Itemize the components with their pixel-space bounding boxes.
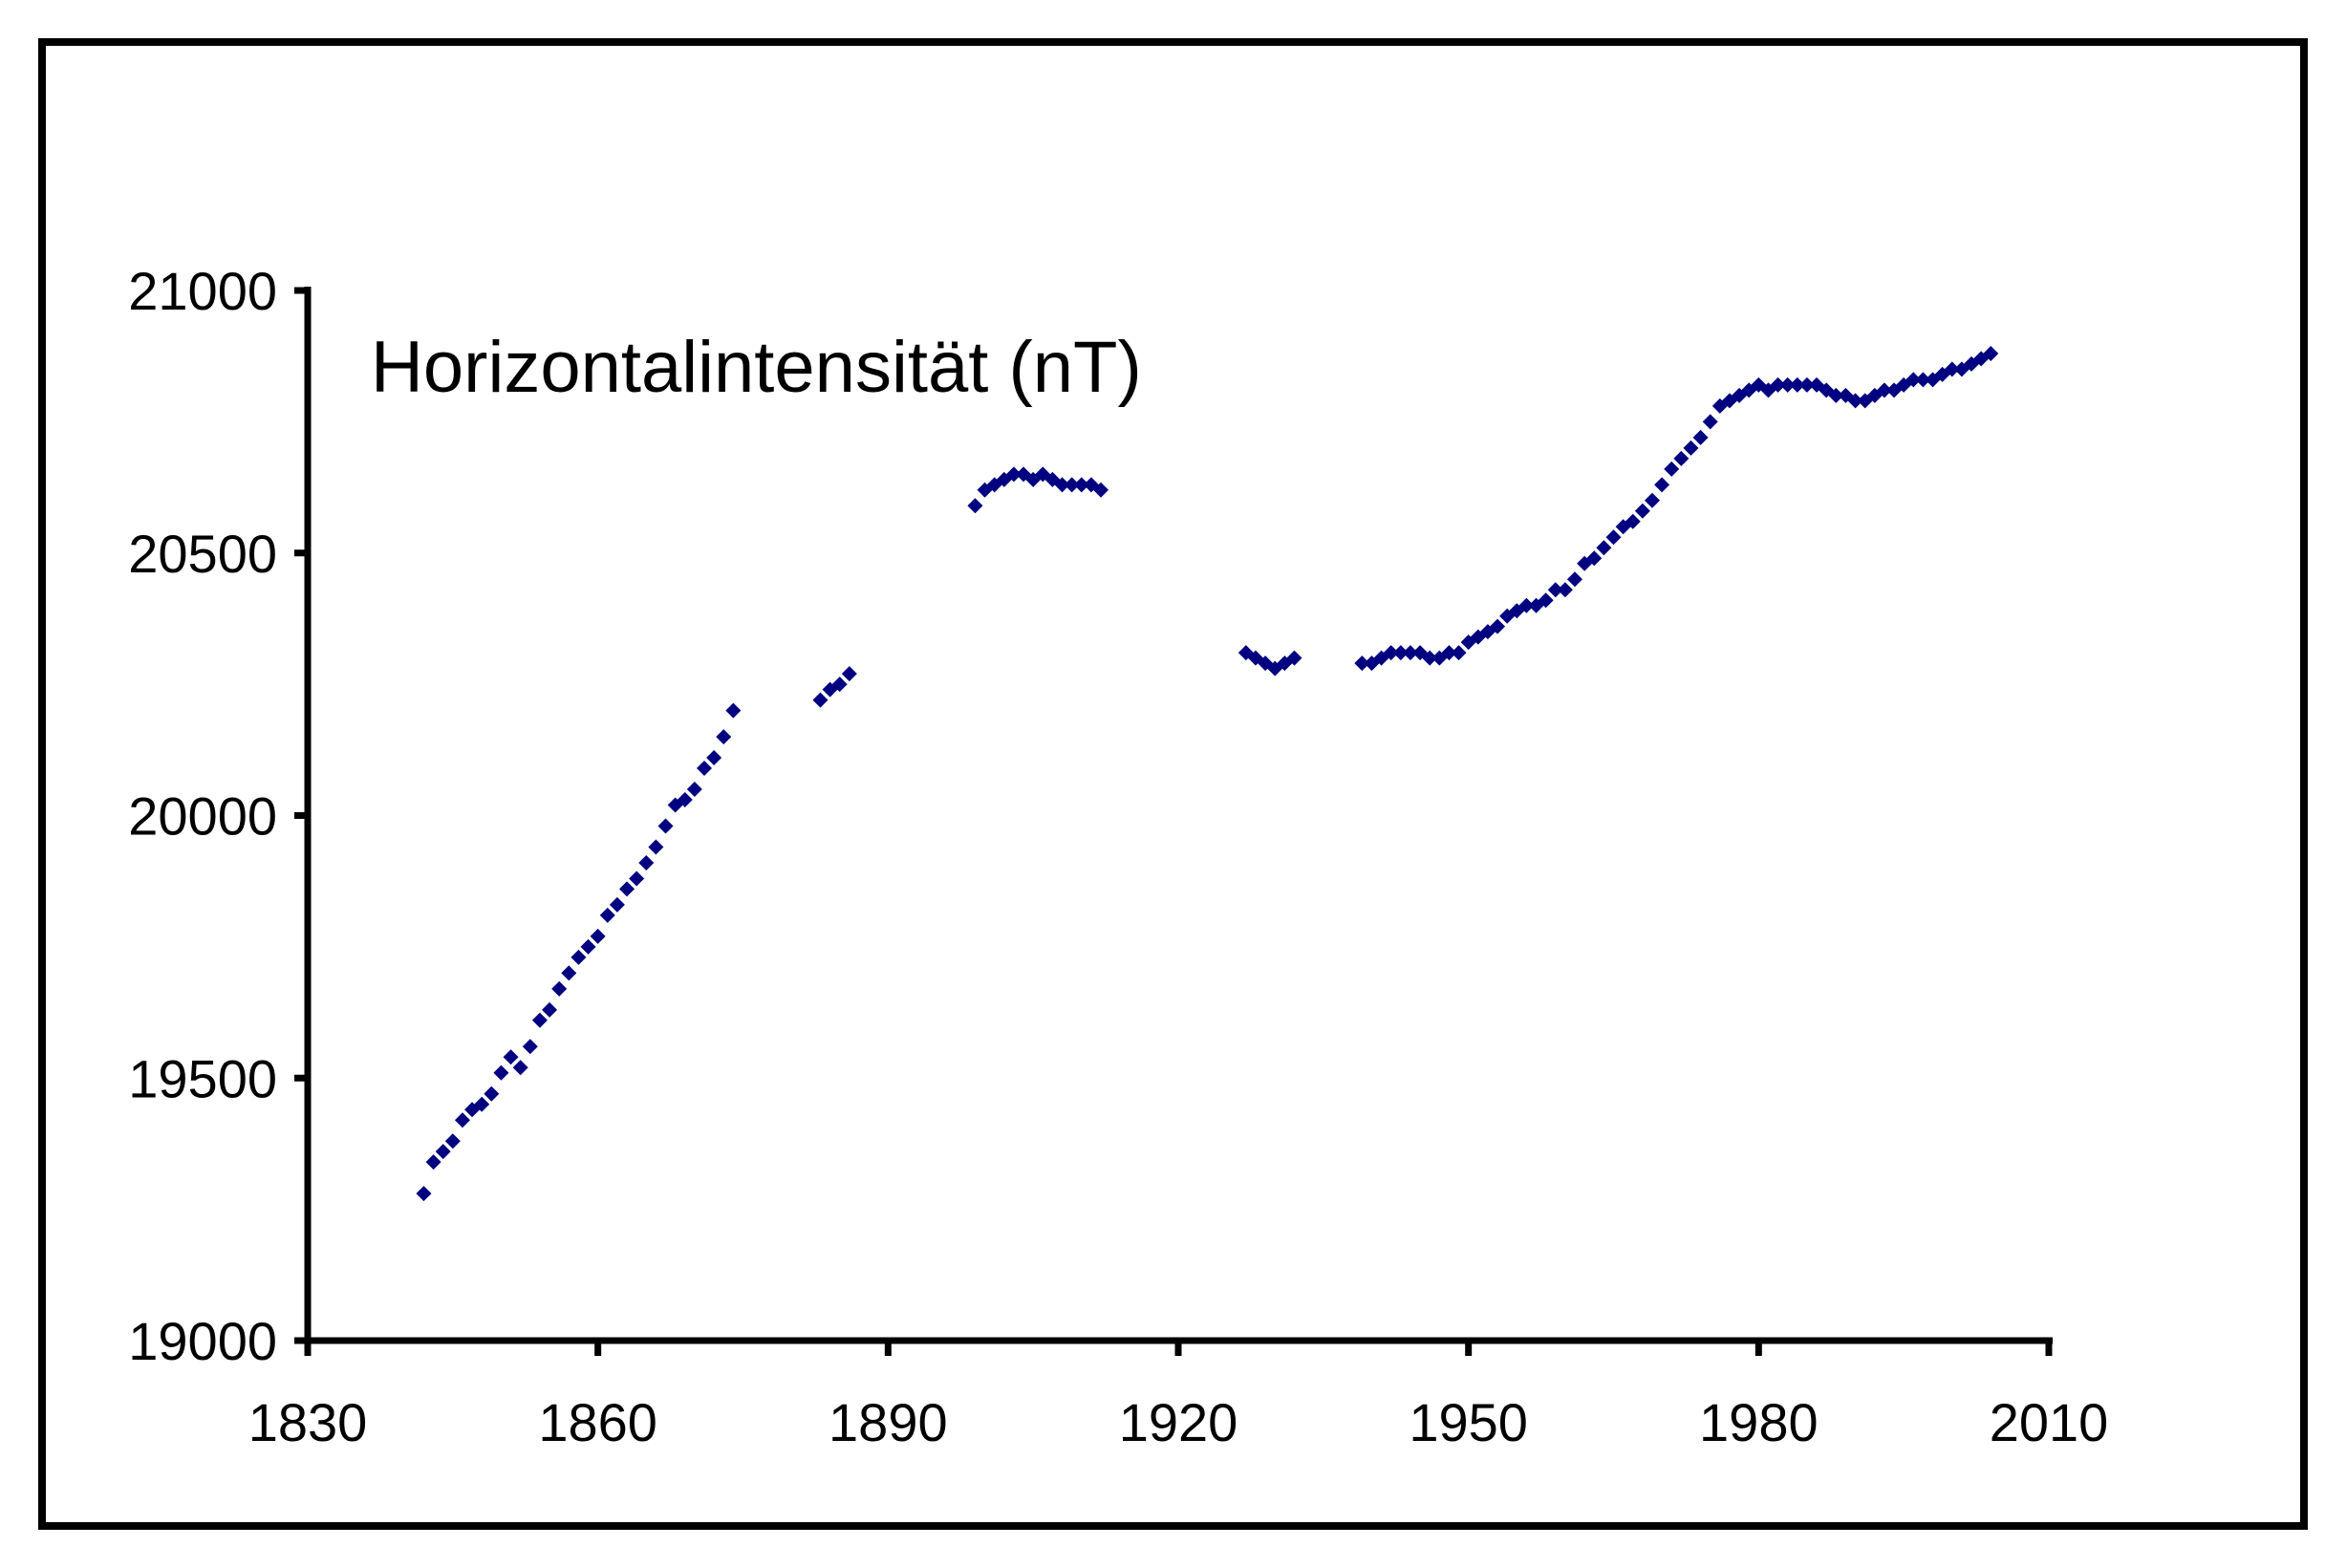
y-tick-label: 20000 <box>128 786 277 847</box>
data-point <box>1383 645 1399 661</box>
data-point <box>1073 477 1089 493</box>
data-point <box>638 854 655 870</box>
x-tick-label: 2010 <box>1990 1392 2109 1452</box>
x-axis: 1830 1860 1890 1920 1950 1980 2010 <box>248 1337 2109 1452</box>
x-tick-label: 1860 <box>538 1392 657 1452</box>
data-point <box>570 949 587 965</box>
data-point <box>1634 503 1650 519</box>
data-point <box>1054 477 1070 493</box>
data-point <box>1905 372 1922 388</box>
data-point <box>1064 477 1080 493</box>
data-point <box>561 965 577 981</box>
x-tick-label: 1920 <box>1119 1392 1238 1452</box>
data-point <box>996 471 1012 487</box>
data-point <box>1547 582 1563 598</box>
data-point <box>1005 466 1022 483</box>
data-point <box>1798 376 1815 393</box>
data-point <box>522 1039 538 1055</box>
data-point <box>1915 372 1931 388</box>
data-point <box>1596 540 1612 556</box>
data-point <box>454 1112 470 1128</box>
data-point <box>967 498 983 514</box>
data-point <box>706 750 722 766</box>
y-axis: 19000 19500 20000 20500 21000 <box>128 261 312 1371</box>
data-point <box>1983 345 1999 361</box>
data-point <box>1683 440 1699 456</box>
data-point <box>716 729 732 745</box>
data-point <box>686 782 702 798</box>
data-point <box>1664 461 1680 477</box>
data-point <box>1441 645 1457 661</box>
y-tick-label: 20500 <box>128 524 277 584</box>
x-tick-label: 1890 <box>829 1392 948 1452</box>
data-point <box>1518 597 1535 613</box>
data-point <box>619 881 635 897</box>
chart-title: Horizontalintensität (nT) <box>371 327 1142 408</box>
chart: Horizontalintensität (nT) 19000 19500 2000… <box>128 261 2109 1452</box>
data-point <box>841 666 857 682</box>
data-point <box>725 702 742 719</box>
y-tick-label: 21000 <box>128 261 277 321</box>
data-point <box>1286 650 1302 666</box>
data-point <box>1093 482 1109 498</box>
data-point <box>1828 387 1844 403</box>
y-tick-label: 19000 <box>128 1311 277 1371</box>
data-point <box>474 1096 490 1112</box>
data-point <box>677 792 693 808</box>
data-point <box>1354 655 1370 672</box>
data-point <box>444 1133 461 1149</box>
data-point <box>1625 513 1641 529</box>
data-point <box>1673 450 1690 466</box>
data-point <box>551 980 568 997</box>
data-point <box>435 1144 451 1160</box>
data-point <box>1586 550 1603 567</box>
data-point <box>531 1012 548 1028</box>
data-point <box>831 677 848 693</box>
data-point <box>1779 376 1796 393</box>
data-point <box>697 761 713 777</box>
data-points <box>416 345 1999 1202</box>
data-point <box>1567 571 1583 588</box>
data-point <box>1789 376 1805 393</box>
data-point <box>580 938 596 955</box>
data-point <box>1770 376 1786 393</box>
data-point <box>542 1001 558 1018</box>
data-point <box>609 896 625 913</box>
data-point <box>657 818 674 834</box>
data-point <box>425 1154 441 1171</box>
data-point <box>416 1186 432 1202</box>
data-point <box>812 692 829 708</box>
data-point <box>1654 477 1670 493</box>
data-point <box>1392 645 1409 661</box>
data-point <box>1644 492 1660 508</box>
x-tick-label: 1830 <box>248 1392 368 1452</box>
data-point <box>1605 529 1622 546</box>
data-point <box>590 928 606 944</box>
data-point <box>648 839 664 855</box>
data-point <box>1847 393 1863 409</box>
data-point <box>1973 351 1990 367</box>
data-point <box>1944 361 1960 377</box>
data-point <box>1402 645 1418 661</box>
x-tick-label: 1980 <box>1699 1392 1819 1452</box>
y-tick-label: 19500 <box>128 1048 277 1108</box>
data-point <box>1876 382 1892 398</box>
data-point <box>484 1085 500 1102</box>
data-point <box>1557 582 1573 598</box>
chart-frame: Horizontalintensität (nT) 19000 19500 2000… <box>38 38 2308 1530</box>
data-point <box>629 870 645 887</box>
data-point <box>1692 429 1709 445</box>
data-point <box>1451 645 1467 661</box>
data-point <box>1422 650 1438 666</box>
data-point <box>1538 592 1554 609</box>
data-point <box>493 1064 509 1081</box>
data-point <box>503 1049 519 1065</box>
x-tick-label: 1950 <box>1409 1392 1528 1452</box>
data-point <box>599 907 615 923</box>
data-point <box>1490 618 1506 634</box>
data-point <box>1702 414 1718 430</box>
data-point <box>512 1060 528 1076</box>
